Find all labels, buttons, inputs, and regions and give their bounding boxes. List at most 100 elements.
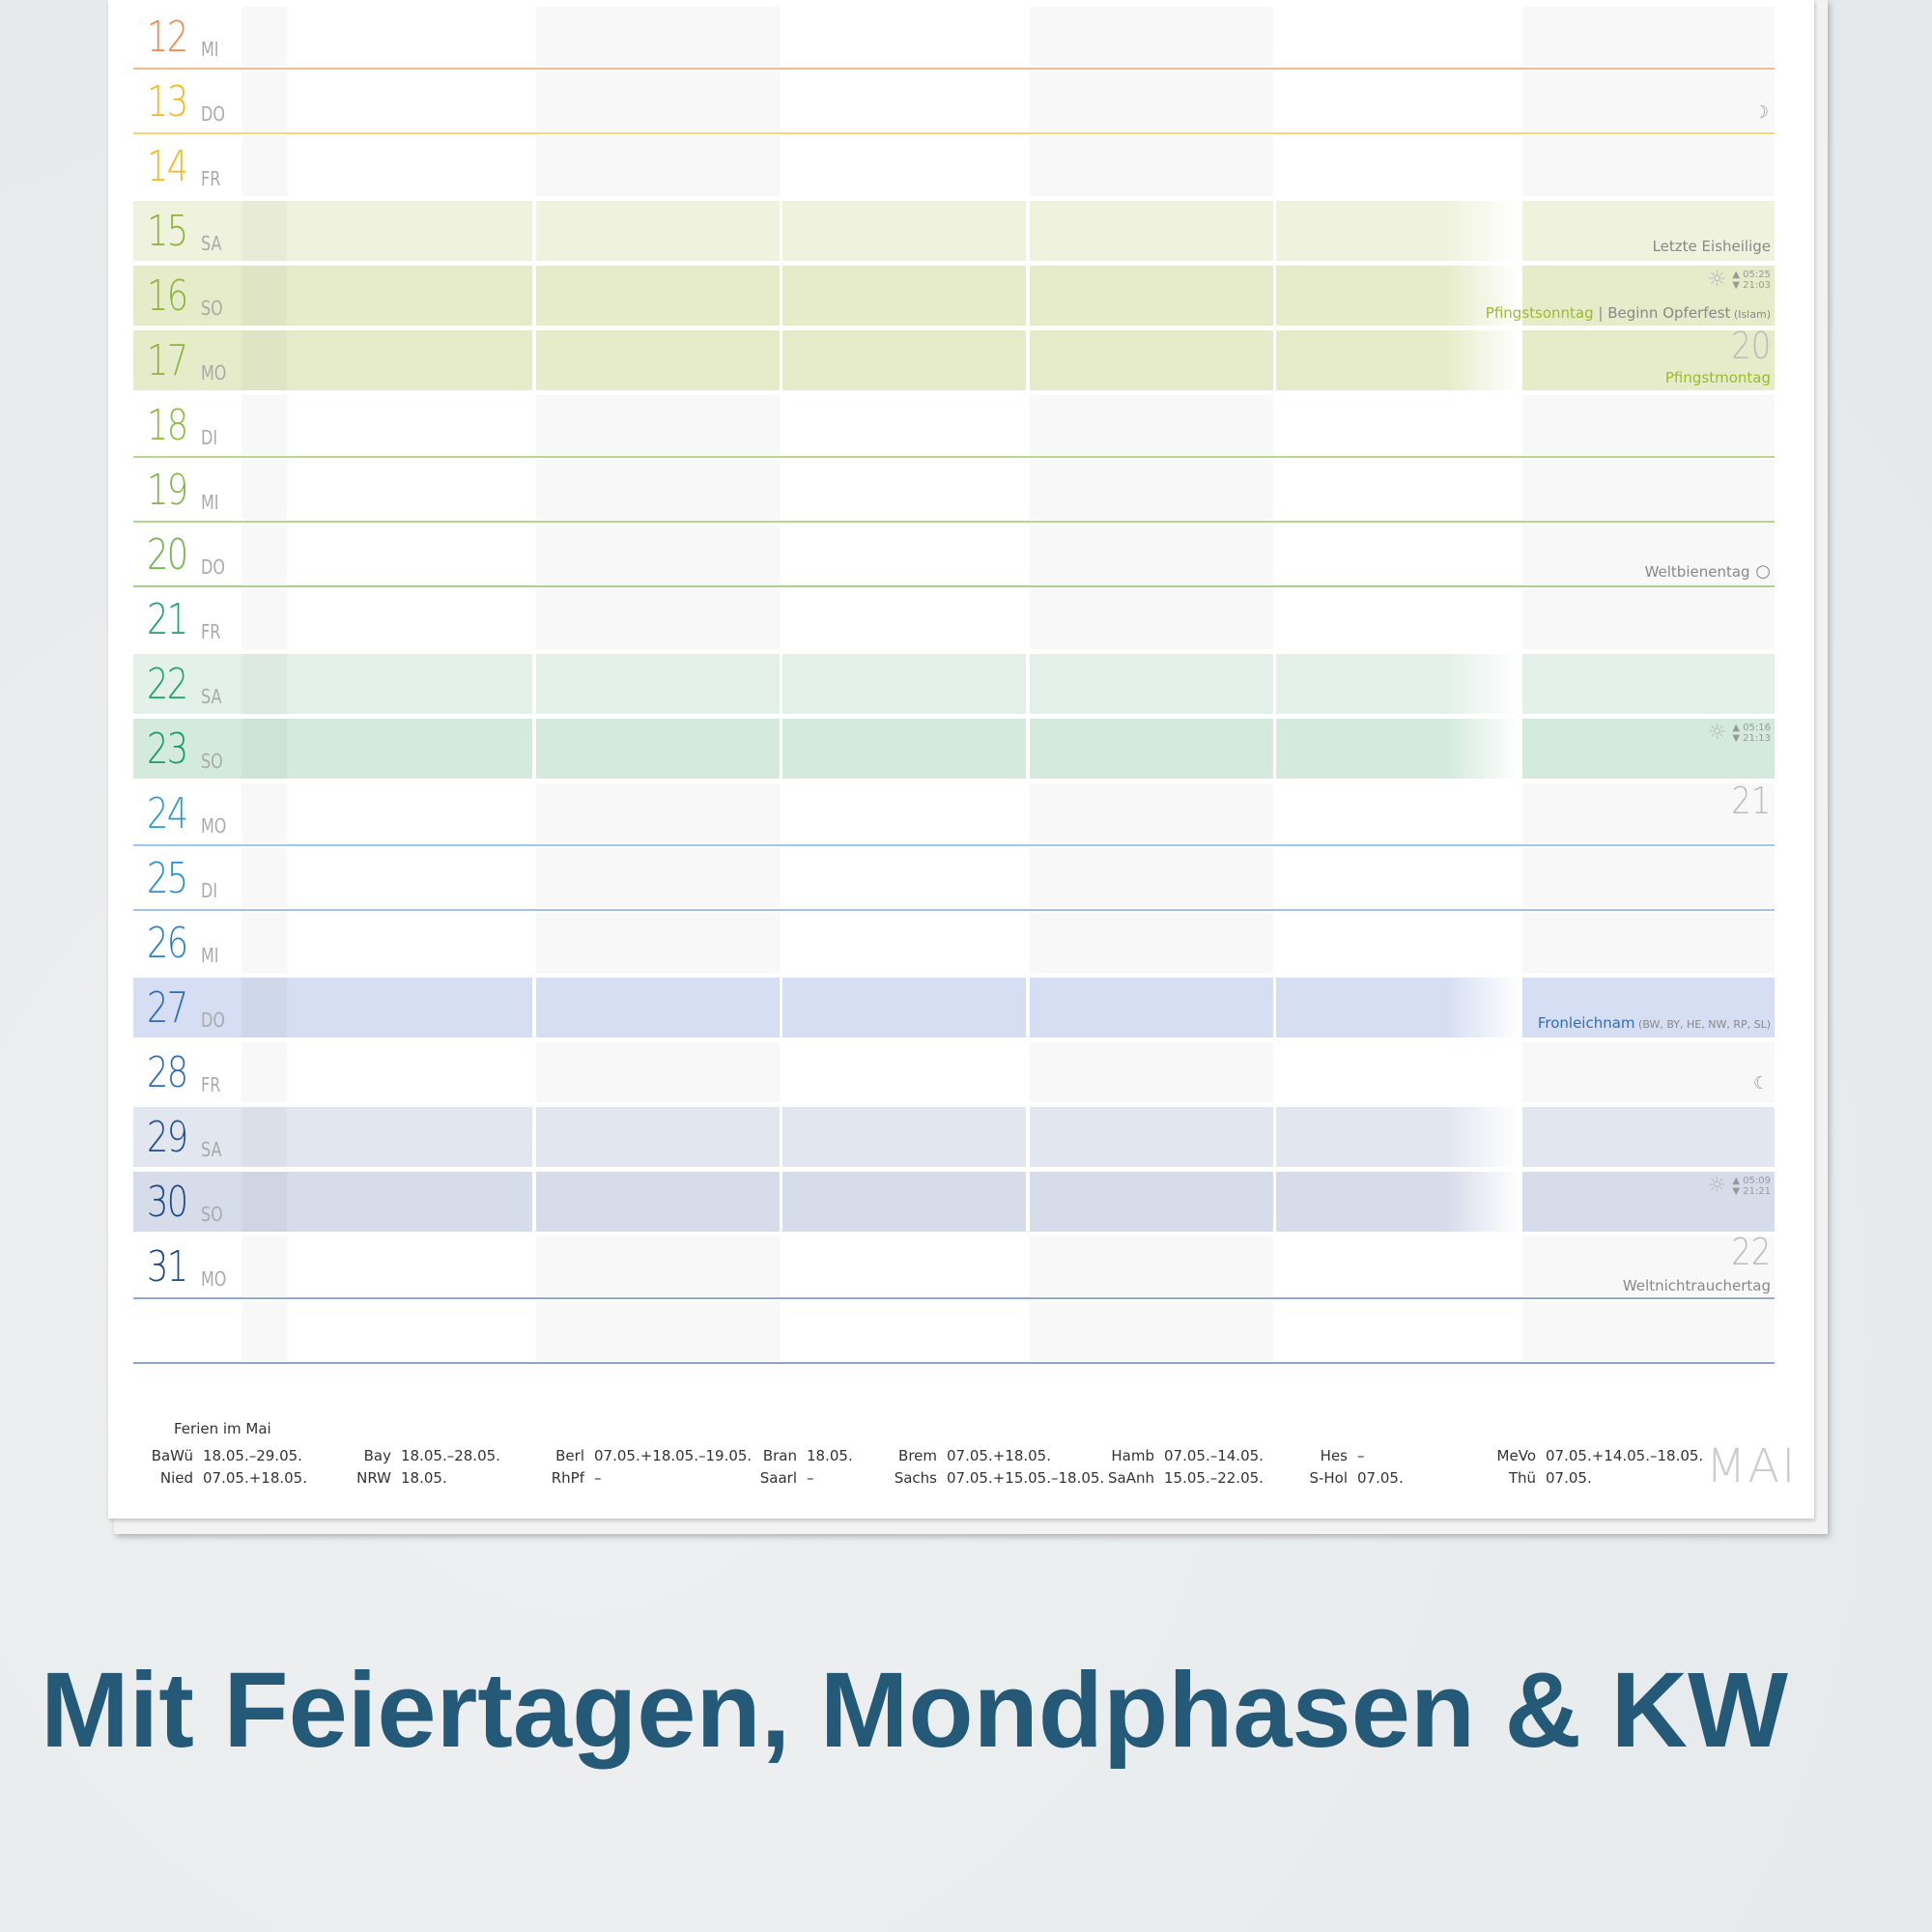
day-cell [287, 395, 532, 455]
holiday-entry: Brem 07.05.+18.05. [879, 1447, 1051, 1464]
row-divider [133, 585, 1775, 587]
day-number: 26 [147, 919, 188, 968]
state-abbr: Bran [762, 1447, 797, 1464]
sunrise-sunset: ☼ ▲ 05:16 ▼ 21:13 [1708, 721, 1771, 745]
weekday-label: SO [201, 297, 223, 320]
day-cell [1276, 719, 1520, 779]
day-cell [287, 460, 532, 520]
day-cell [1030, 848, 1273, 908]
week-number: 21 [1730, 780, 1771, 822]
day-cell [287, 848, 532, 908]
day-cell [287, 525, 532, 584]
weekday-label: SO [201, 750, 223, 773]
day-cell [536, 395, 780, 455]
day-row[interactable]: 28 FR ☾ [133, 1040, 1775, 1105]
day-row[interactable]: 21 FR [133, 587, 1775, 652]
holiday-dates: 15.05.–22.05. [1164, 1469, 1264, 1487]
holiday-entry: Sachs 07.05.+15.05.–18.05. [879, 1469, 1105, 1487]
day-row[interactable]: 15 SA Letzte Eisheilige [133, 199, 1775, 264]
day-cell [1276, 395, 1520, 455]
waning-moon-icon: ☾ [1752, 1073, 1769, 1094]
day-cell [1522, 525, 1775, 584]
day-number: 14 [147, 142, 188, 191]
day-number: 15 [147, 207, 188, 256]
day-cell [287, 136, 532, 196]
day-cell [242, 783, 287, 843]
row-divider [133, 909, 1775, 911]
day-cell [133, 71, 242, 131]
state-abbr: Brem [898, 1447, 937, 1464]
day-cell [782, 395, 1026, 455]
day-cell [1030, 783, 1273, 843]
day-cell [782, 460, 1026, 520]
holiday-entry: Bay 18.05.–28.05. [333, 1447, 500, 1464]
day-cell [133, 589, 242, 649]
day-row[interactable]: 14 FR [133, 134, 1775, 199]
day-row[interactable]: 16 SO ☼ ▲ 05:25 ▼ 21:03 Pfingstsonntag | Begi… [133, 264, 1775, 328]
day-cell [1276, 654, 1520, 714]
day-cell [1030, 460, 1273, 520]
holiday-dates: 07.05. [1357, 1469, 1404, 1487]
day-number: 12 [147, 13, 188, 62]
weekday-label: FR [201, 167, 221, 190]
day-cell [536, 654, 780, 714]
day-cell [133, 978, 242, 1037]
day-cell [287, 1107, 532, 1167]
day-number: 17 [147, 336, 188, 385]
day-number: 27 [147, 983, 188, 1033]
day-cell [1522, 913, 1775, 973]
holiday-dates: 18.05. [401, 1469, 447, 1487]
day-row[interactable]: 27 DO Fronleichnam (BW, BY, HE, NW, RP, SL… [133, 976, 1775, 1040]
day-row[interactable]: 31 MO 22 Weltnichtrauchertag [133, 1231, 1775, 1299]
day-cell [242, 266, 287, 326]
day-row[interactable]: 24 MO 21 [133, 780, 1775, 846]
holiday-entry: MeVo 07.05.+14.05.–18.05. [1478, 1447, 1704, 1464]
month-label: MAI [1706, 1439, 1798, 1493]
holiday-dates: 07.05.+18.05. [947, 1447, 1051, 1464]
day-row[interactable]: 19 MI [133, 458, 1775, 523]
day-cell [133, 330, 242, 390]
weekday-label: SO [201, 1203, 223, 1226]
day-cell [1276, 1301, 1520, 1361]
weekday-label: MI [201, 491, 219, 514]
day-number: 30 [147, 1178, 188, 1227]
day-row[interactable] [133, 1299, 1775, 1364]
holiday-entry: Saarl – [739, 1469, 814, 1487]
day-row[interactable]: 22 SA [133, 652, 1775, 717]
holiday-entry: S-Hol 07.05. [1290, 1469, 1404, 1487]
holiday-annotation: Fronleichnam (BW, BY, HE, NW, RP, SL) [1538, 1014, 1771, 1032]
day-row[interactable]: 13 DO ☽ [133, 70, 1775, 134]
day-cell [1030, 1107, 1273, 1167]
row-divider [133, 844, 1775, 846]
day-row[interactable]: 25 DI [133, 846, 1775, 911]
separator: | [1593, 304, 1608, 322]
day-row[interactable]: 30 SO ☼ ▲ 05:09 ▼ 21:21 [133, 1170, 1775, 1235]
day-cell [782, 848, 1026, 908]
day-cell [1030, 7, 1273, 67]
day-cell [1276, 71, 1520, 131]
state-abbr: BaWü [151, 1447, 193, 1464]
day-cell [1030, 978, 1273, 1037]
day-cell [782, 266, 1026, 326]
day-cell [782, 978, 1026, 1037]
day-row[interactable]: 18 DI [133, 393, 1775, 458]
day-cell [133, 913, 242, 973]
day-cell [242, 136, 287, 196]
day-row[interactable]: 23 SO ☼ ▲ 05:16 ▼ 21:13 [133, 717, 1775, 781]
day-cell [242, 978, 287, 1037]
day-cell [133, 654, 242, 714]
day-row[interactable]: 29 SA [133, 1105, 1775, 1170]
day-row[interactable]: 12 MI [133, 5, 1775, 70]
sunset-time: ▼ 21:21 [1732, 1185, 1771, 1197]
day-cell [1276, 266, 1520, 326]
day-cell [133, 136, 242, 196]
holiday-entry: Hamb 07.05.–14.05. [1096, 1447, 1264, 1464]
state-abbr: Berl [555, 1447, 584, 1464]
holiday-dates: 18.05.–29.05. [203, 1447, 302, 1464]
day-row[interactable]: 17 MO 20 Pfingstmontag [133, 325, 1775, 393]
day-cell [287, 1301, 532, 1361]
day-row[interactable]: 26 MI [133, 911, 1775, 976]
day-cell [536, 525, 780, 584]
day-row[interactable]: 20 DO Weltbienentag ○ [133, 523, 1775, 587]
day-cell [1276, 783, 1520, 843]
